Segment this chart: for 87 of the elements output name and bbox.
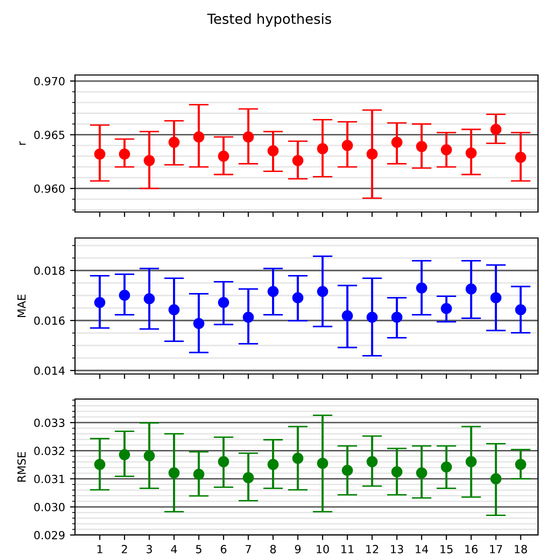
point bbox=[366, 456, 378, 468]
x-tick-label: 4 bbox=[171, 545, 177, 554]
point bbox=[366, 148, 378, 160]
point bbox=[391, 466, 402, 478]
point bbox=[118, 290, 130, 301]
y-tick-label: 0.032 bbox=[34, 446, 64, 456]
point bbox=[268, 286, 279, 298]
point bbox=[317, 143, 328, 154]
point bbox=[118, 449, 130, 460]
y-tick-label: 0.970 bbox=[34, 76, 65, 86]
point bbox=[342, 140, 353, 152]
point bbox=[317, 286, 328, 298]
y-tick-label: 0.033 bbox=[34, 418, 64, 427]
point bbox=[242, 131, 254, 142]
x-tick-label: 2 bbox=[122, 544, 127, 554]
point bbox=[218, 150, 230, 162]
point bbox=[416, 282, 428, 294]
point bbox=[94, 458, 106, 470]
x-tick-label: 9 bbox=[295, 544, 301, 554]
y-axis-title: RMSE bbox=[17, 452, 26, 482]
x-tick-label: 13 bbox=[391, 544, 404, 554]
point bbox=[144, 450, 155, 462]
point bbox=[440, 461, 452, 473]
point bbox=[94, 148, 106, 160]
x-tick-label: 12 bbox=[366, 544, 378, 554]
point bbox=[440, 144, 452, 156]
point bbox=[94, 296, 106, 308]
point bbox=[515, 152, 526, 163]
x-tick-label: 14 bbox=[416, 545, 428, 554]
y-tick-label: 0.960 bbox=[34, 184, 65, 193]
point bbox=[391, 136, 402, 148]
x-tick-label: 11 bbox=[342, 545, 354, 554]
y-tick-label: 0.014 bbox=[34, 366, 65, 375]
y-axis-title: r bbox=[19, 141, 26, 145]
point bbox=[218, 296, 230, 308]
point bbox=[292, 452, 304, 464]
y-tick-label: 0.029 bbox=[34, 530, 64, 540]
x-tick-label: 1 bbox=[97, 545, 102, 554]
point bbox=[440, 302, 452, 314]
x-tick-label: 15 bbox=[440, 545, 452, 554]
y-axis-title: MAE bbox=[18, 294, 26, 318]
point bbox=[193, 468, 204, 480]
point bbox=[515, 458, 526, 470]
x-tick-label: 18 bbox=[514, 544, 527, 554]
point bbox=[416, 467, 428, 478]
point bbox=[118, 148, 130, 160]
x-tick-label: 8 bbox=[270, 544, 276, 554]
point bbox=[466, 147, 477, 159]
x-tick-label: 16 bbox=[465, 544, 478, 554]
point bbox=[416, 141, 428, 152]
point bbox=[366, 312, 378, 323]
chart-title: Tested hypothesis bbox=[207, 13, 332, 27]
point bbox=[193, 131, 204, 142]
point bbox=[466, 283, 477, 295]
point bbox=[342, 310, 353, 322]
point bbox=[490, 292, 502, 304]
y-tick-label: 0.965 bbox=[34, 130, 64, 140]
y-tick-label: 0.031 bbox=[34, 474, 64, 484]
x-tick-label: 3 bbox=[146, 544, 152, 554]
x-tick-label: 6 bbox=[220, 544, 226, 554]
point bbox=[391, 312, 402, 323]
x-tick-label: 10 bbox=[316, 544, 329, 554]
point bbox=[193, 318, 204, 330]
point bbox=[144, 154, 155, 166]
point bbox=[490, 124, 502, 135]
x-tick-label: 5 bbox=[196, 545, 202, 554]
point bbox=[317, 458, 328, 469]
point bbox=[268, 458, 279, 470]
point bbox=[168, 467, 180, 478]
point bbox=[292, 292, 304, 304]
point bbox=[292, 154, 304, 166]
point bbox=[515, 304, 526, 316]
point bbox=[242, 472, 254, 484]
x-tick-label: 7 bbox=[246, 545, 251, 554]
point bbox=[268, 145, 279, 156]
point bbox=[242, 312, 254, 323]
point bbox=[218, 456, 230, 468]
x-tick-label: 17 bbox=[490, 545, 502, 554]
y-tick-label: 0.030 bbox=[34, 502, 65, 512]
point bbox=[168, 304, 180, 316]
point bbox=[342, 464, 353, 476]
point bbox=[144, 293, 155, 304]
y-tick-label: 0.016 bbox=[34, 316, 65, 325]
y-tick-label: 0.018 bbox=[34, 266, 65, 275]
point bbox=[168, 136, 180, 148]
point bbox=[466, 456, 477, 468]
point bbox=[490, 473, 502, 484]
